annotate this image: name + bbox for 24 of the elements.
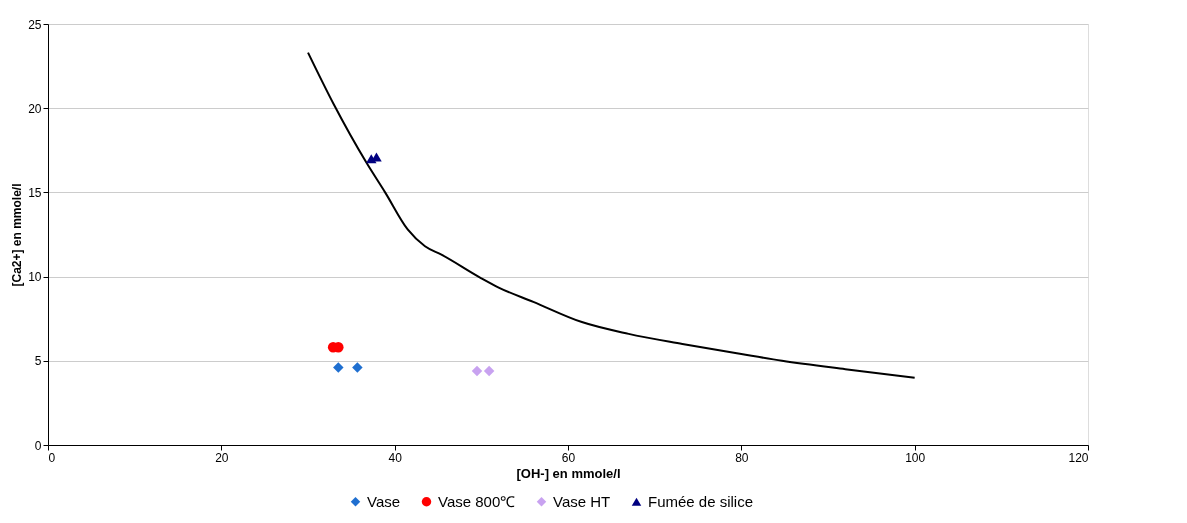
x-tick-label: 0 [48,450,56,465]
y-axis-title: [Ca2+] en mmole/l [10,183,25,287]
legend-label: Vase 800℃ [438,492,516,510]
y-tick-label: 10 [28,270,42,285]
y-tick-label: 20 [28,101,42,116]
x-tick-label: 20 [215,450,229,465]
point [471,365,483,377]
point [333,362,344,373]
legend-label: Vase HT [553,492,611,510]
point [483,365,495,377]
x-axis-title: [OH-] en mmole/l [516,465,621,481]
y-tick-label: 0 [34,438,42,453]
x-tick-label: 120 [1068,450,1089,465]
x-tick-label: 80 [735,450,749,465]
y-tick-label: 5 [34,354,42,369]
legend-label: Vase [367,492,401,510]
y-tick-label: 15 [28,185,42,200]
x-tick-label: 100 [905,450,926,465]
x-tick-label: 60 [561,450,576,465]
y-tick-label: 25 [28,17,42,32]
legend-label: Fumée de silice [648,492,754,510]
x-tick-label: 40 [388,450,403,465]
line-series [307,51,916,379]
point [352,362,363,373]
